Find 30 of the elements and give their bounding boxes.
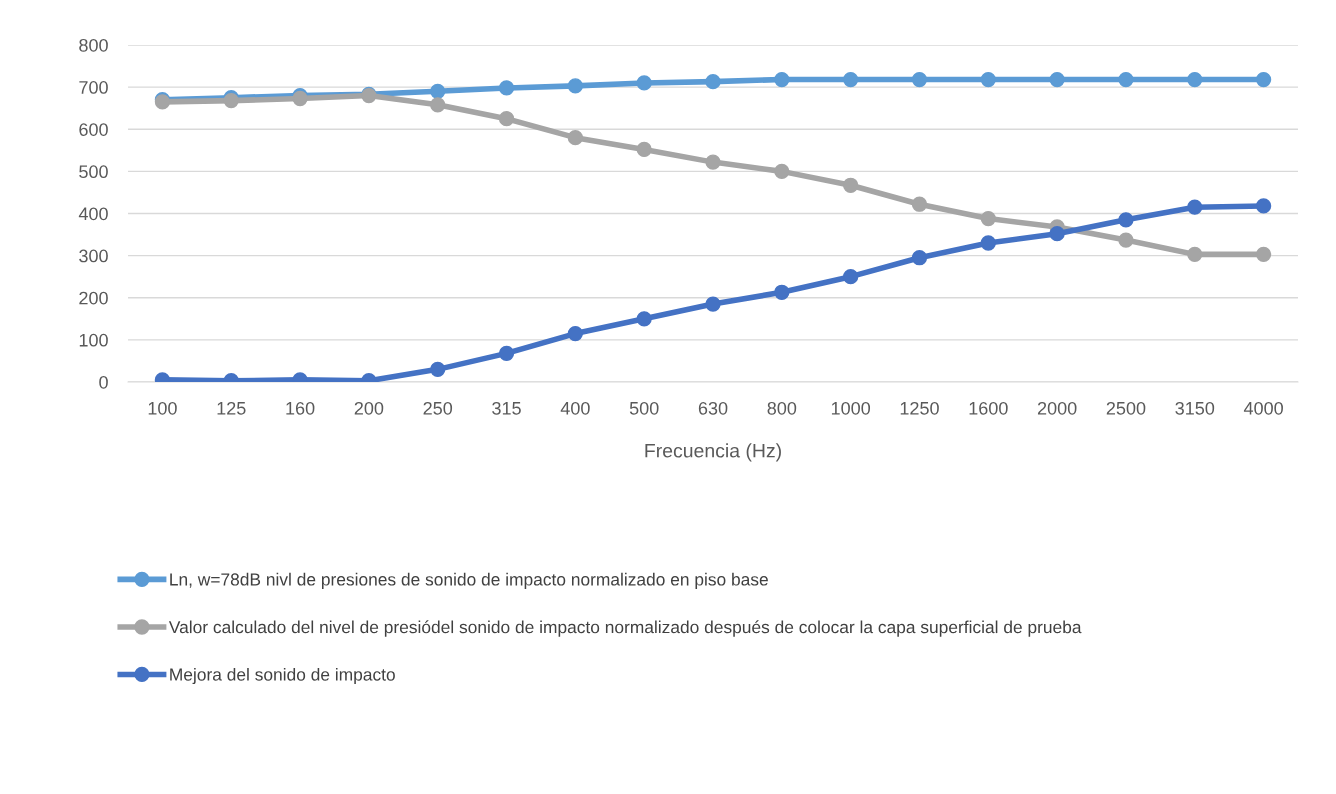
y-tick-label: 100 [79, 333, 108, 347]
x-tick-label: 2000 [1037, 401, 1077, 415]
x-tick-label: 1250 [900, 401, 939, 415]
x-tick-label: 160 [286, 401, 315, 415]
y-tick-label: 300 [79, 249, 108, 263]
x-tick-label: 2500 [1106, 401, 1146, 415]
x-tick-label: 125 [217, 401, 246, 415]
x-tick-label: 400 [560, 401, 590, 415]
x-tick-label: 200 [354, 401, 384, 415]
y-tick-label: 200 [79, 291, 108, 305]
x-tick-label: 4000 [1243, 401, 1283, 415]
y-tick-label: 800 [79, 38, 108, 52]
x-tick-label: 1600 [969, 401, 1008, 415]
legend-label: Mejora del sonido de impacto [170, 667, 395, 685]
x-tick-label: 800 [767, 401, 797, 415]
x-tick-label: 100 [148, 401, 177, 415]
y-tick-label: 400 [78, 207, 108, 221]
x-tick-label: 1000 [831, 401, 871, 415]
y-tick-label: 600 [79, 123, 108, 136]
x-axis-title: Frecuencia (Hz) [645, 443, 781, 462]
y-tick-label: 0 [99, 375, 108, 389]
y-tick-label: 700 [79, 81, 108, 94]
legend-label: Ln, w=78dB nivl de presiones de sonido de impacto normalizado en piso base [170, 572, 768, 590]
x-tick-label: 250 [423, 401, 453, 415]
x-tick-label: 315 [492, 401, 521, 415]
legend-label: Valor calculado del nivel de presiódel sonido de impacto normalizado después de colocar la capa superficial de prueba [168, 620, 1082, 637]
x-tick-label: 3150 [1175, 401, 1215, 415]
y-tick-label: 500 [79, 165, 108, 179]
x-tick-label: 630 [698, 401, 728, 415]
x-tick-label: 500 [629, 401, 659, 415]
